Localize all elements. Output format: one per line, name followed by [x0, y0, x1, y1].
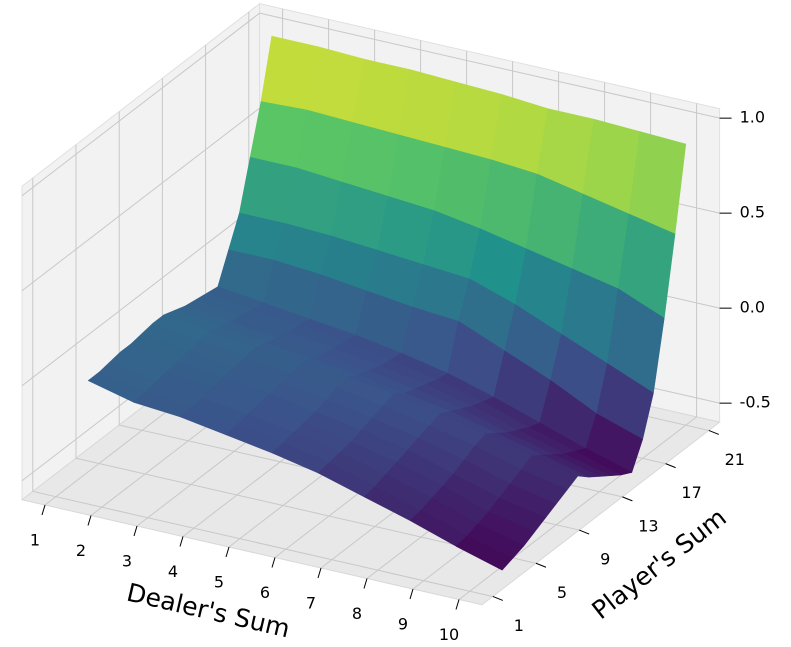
x-tick-label: 6	[260, 583, 270, 602]
z-tick-label: 1.0	[740, 108, 765, 127]
x-tick	[87, 515, 92, 526]
y-tick	[535, 562, 547, 568]
y-tick-label: 9	[600, 550, 610, 569]
y-tick	[622, 496, 633, 502]
grid-line	[458, 416, 697, 600]
grid-line	[21, 202, 260, 387]
y-tick-label: 13	[638, 516, 658, 535]
y-tick	[665, 463, 676, 469]
x-tick	[41, 504, 46, 516]
grid-line	[21, 107, 260, 292]
x-tick	[317, 567, 322, 579]
y-tick-label: 17	[681, 483, 701, 502]
x-tick-label: 7	[306, 594, 316, 613]
x-tick	[271, 557, 276, 568]
x-tick-label: 1	[30, 531, 40, 550]
grid-line	[259, 12, 720, 119]
x-tick-label: 5	[214, 573, 224, 592]
x-tick-label: 2	[76, 541, 86, 560]
y-tick	[492, 595, 503, 601]
surface	[87, 35, 687, 571]
y-tick	[708, 429, 719, 435]
y-tick-label: 5	[557, 583, 567, 602]
y-tick-label: 1	[514, 616, 524, 635]
z-tick-label: -0.5	[740, 393, 771, 412]
y-tick	[579, 529, 590, 535]
x-tick	[133, 525, 138, 537]
x-tick	[179, 536, 184, 547]
ticks: 1 2 3 4 5 6 7 8 9 10 1 5 9 13 17 21 -0.5 0.0 0.5 1.0	[30, 108, 771, 644]
z-tick-label: 0.0	[740, 298, 765, 317]
x-tick-label: 3	[122, 552, 132, 571]
grid-line	[21, 12, 260, 197]
surface-patch	[455, 535, 514, 571]
x-tick-label: 10	[439, 625, 459, 644]
y-tick-label: 21	[725, 450, 745, 469]
x-tick	[225, 546, 230, 558]
x-tick-label: 4	[168, 562, 178, 581]
x-tick	[455, 599, 460, 610]
x-tick-label: 9	[398, 615, 408, 634]
x-tick	[363, 578, 368, 589]
x-tick	[409, 588, 414, 600]
z-tick-label: 0.5	[740, 203, 765, 222]
grid-line	[32, 490, 493, 597]
x-tick-label: 8	[352, 604, 362, 623]
